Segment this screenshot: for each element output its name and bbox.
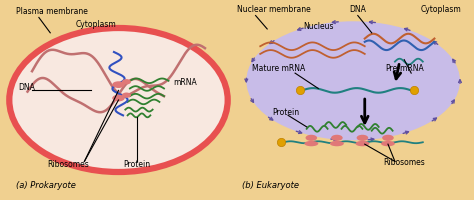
Text: Ribosomes: Ribosomes [383,158,425,167]
Text: DNA: DNA [349,5,366,14]
Text: Mature mRNA: Mature mRNA [252,64,305,73]
Ellipse shape [382,135,394,141]
Text: Plasma membrane: Plasma membrane [16,7,88,16]
Text: (a) Prokaryote: (a) Prokaryote [16,181,76,190]
Ellipse shape [356,135,368,141]
Ellipse shape [112,81,125,88]
Ellipse shape [246,21,460,140]
Text: Nucleus: Nucleus [303,22,334,31]
Ellipse shape [122,79,131,84]
Text: mRNA: mRNA [173,78,197,87]
Text: Cytoplasm: Cytoplasm [421,5,462,14]
Ellipse shape [381,141,395,146]
Ellipse shape [356,141,369,146]
Text: Protein: Protein [123,160,150,169]
Ellipse shape [330,141,344,146]
Ellipse shape [306,135,317,141]
Text: Ribosomes: Ribosomes [47,160,89,169]
Text: DNA: DNA [18,83,35,92]
Ellipse shape [331,135,343,141]
Text: Cytoplasm: Cytoplasm [75,20,116,29]
Text: Nuclear membrane: Nuclear membrane [237,5,311,14]
Text: (b) Eukaryote: (b) Eukaryote [242,181,299,190]
Ellipse shape [304,141,319,146]
Text: Protein: Protein [272,108,299,117]
Ellipse shape [9,28,228,172]
Ellipse shape [122,93,131,98]
Ellipse shape [112,95,125,101]
Text: Pre-mRNA: Pre-mRNA [385,64,424,73]
